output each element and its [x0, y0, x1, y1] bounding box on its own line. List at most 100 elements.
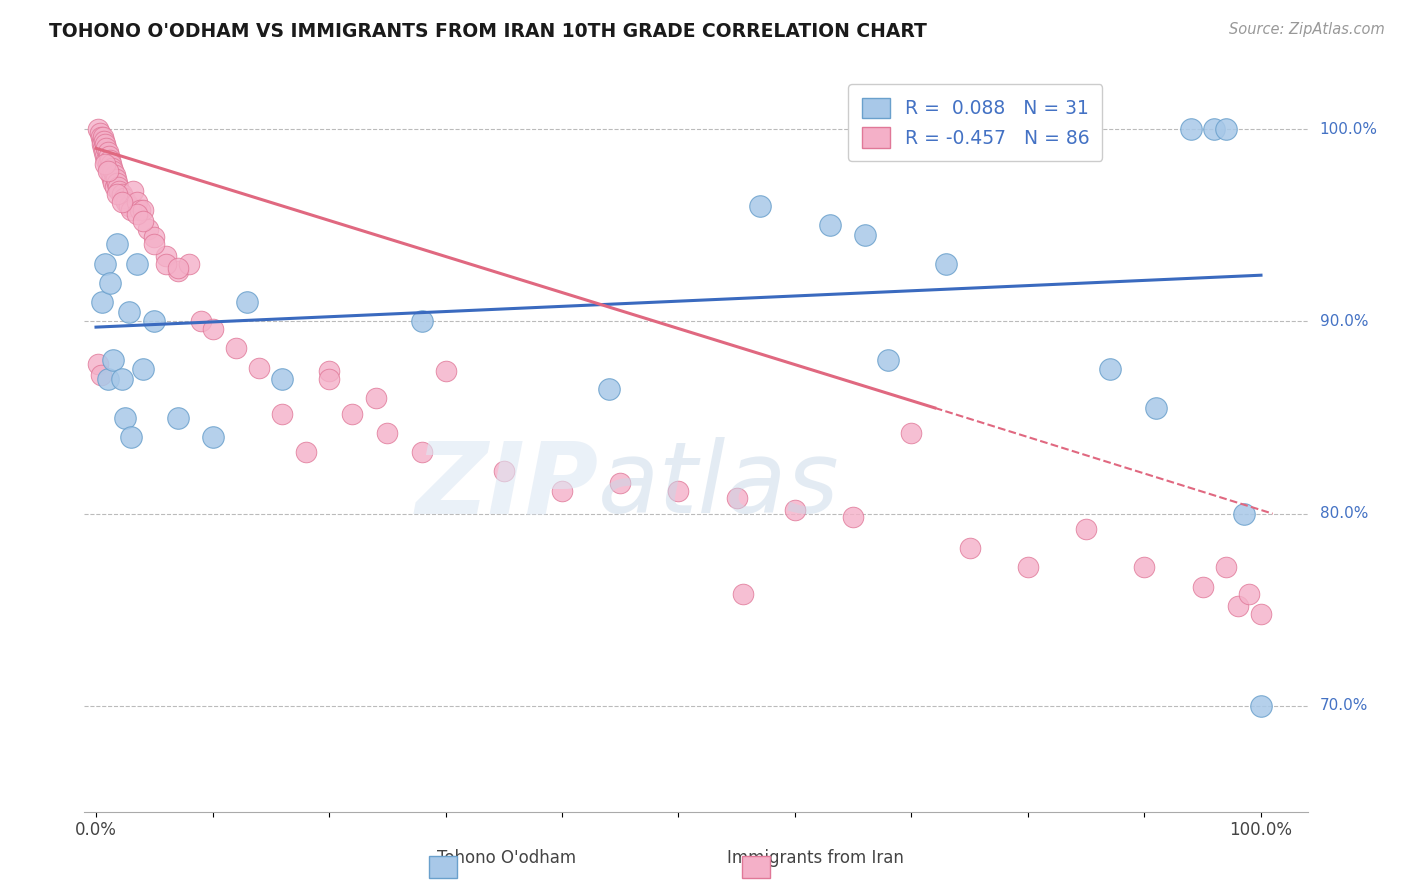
- Point: [247, 360, 270, 375]
- Point: [143, 229, 166, 244]
- Point: [105, 176, 128, 190]
- Point: [959, 541, 981, 556]
- Point: [111, 372, 134, 386]
- Point: [90, 295, 112, 310]
- Point: [749, 199, 772, 213]
- Text: 100.0%: 100.0%: [1320, 121, 1378, 136]
- Legend: R =  0.088   N = 31, R = -0.457   N = 86: R = 0.088 N = 31, R = -0.457 N = 86: [848, 85, 1102, 161]
- Point: [1180, 122, 1202, 136]
- Point: [1215, 560, 1237, 574]
- Point: [117, 199, 139, 213]
- Point: [120, 202, 142, 217]
- Point: [155, 257, 177, 271]
- Point: [842, 510, 865, 524]
- Point: [318, 364, 340, 378]
- Point: [125, 195, 148, 210]
- Point: [97, 164, 120, 178]
- Point: [143, 314, 166, 328]
- Point: [131, 202, 153, 217]
- Point: [129, 202, 152, 217]
- Point: [103, 176, 125, 190]
- Point: [115, 195, 138, 210]
- Point: [97, 156, 120, 170]
- Point: [166, 264, 188, 278]
- Point: [725, 491, 748, 506]
- Point: [98, 276, 121, 290]
- Point: [97, 145, 120, 160]
- Point: [900, 425, 922, 440]
- Point: [877, 352, 900, 367]
- Point: [107, 179, 129, 194]
- Text: Source: ZipAtlas.com: Source: ZipAtlas.com: [1229, 22, 1385, 37]
- Point: [90, 137, 112, 152]
- Point: [138, 222, 160, 236]
- Point: [411, 445, 433, 459]
- Point: [1250, 698, 1272, 713]
- Point: [101, 161, 124, 175]
- Point: [492, 464, 515, 478]
- Point: [166, 410, 188, 425]
- Point: [87, 357, 110, 371]
- Point: [101, 172, 124, 186]
- Point: [97, 372, 120, 386]
- Point: [93, 145, 115, 160]
- Point: [103, 164, 125, 178]
- Point: [853, 227, 876, 242]
- Point: [201, 322, 224, 336]
- Point: [114, 410, 136, 425]
- Point: [318, 372, 340, 386]
- Point: [100, 156, 122, 170]
- Point: [104, 179, 127, 194]
- Point: [91, 141, 114, 155]
- Point: [818, 218, 841, 232]
- Point: [236, 295, 259, 310]
- Point: [411, 314, 433, 328]
- Point: [90, 129, 112, 144]
- Point: [94, 257, 117, 271]
- Point: [143, 237, 166, 252]
- Point: [117, 304, 139, 318]
- Point: [131, 214, 153, 228]
- Point: [783, 503, 806, 517]
- Point: [225, 341, 247, 355]
- Point: [935, 257, 957, 271]
- Point: [1239, 587, 1261, 601]
- Point: [125, 257, 148, 271]
- Point: [105, 237, 128, 252]
- Point: [131, 362, 153, 376]
- Point: [94, 149, 117, 163]
- Point: [105, 187, 128, 202]
- Point: [668, 483, 690, 498]
- Point: [108, 184, 131, 198]
- Point: [122, 184, 145, 198]
- Point: [97, 161, 120, 175]
- Point: [125, 207, 148, 221]
- Point: [1076, 522, 1098, 536]
- Point: [1250, 607, 1272, 621]
- Point: [93, 134, 115, 148]
- Point: [90, 368, 112, 383]
- Point: [87, 122, 110, 136]
- Point: [91, 129, 114, 144]
- Point: [94, 156, 117, 170]
- Text: 90.0%: 90.0%: [1320, 314, 1368, 329]
- Point: [96, 153, 118, 167]
- Point: [1144, 401, 1167, 415]
- Point: [1215, 122, 1237, 136]
- Point: [1226, 599, 1249, 613]
- Point: [271, 407, 294, 421]
- Point: [609, 475, 631, 490]
- Point: [1098, 362, 1121, 376]
- Point: [1232, 507, 1254, 521]
- Point: [294, 445, 316, 459]
- Point: [598, 382, 620, 396]
- Point: [1017, 560, 1039, 574]
- Point: [364, 391, 387, 405]
- Point: [89, 126, 111, 140]
- Point: [104, 172, 127, 186]
- Point: [1204, 122, 1226, 136]
- Point: [1133, 560, 1156, 574]
- Point: [90, 134, 112, 148]
- Text: 80.0%: 80.0%: [1320, 506, 1368, 521]
- Point: [375, 425, 398, 440]
